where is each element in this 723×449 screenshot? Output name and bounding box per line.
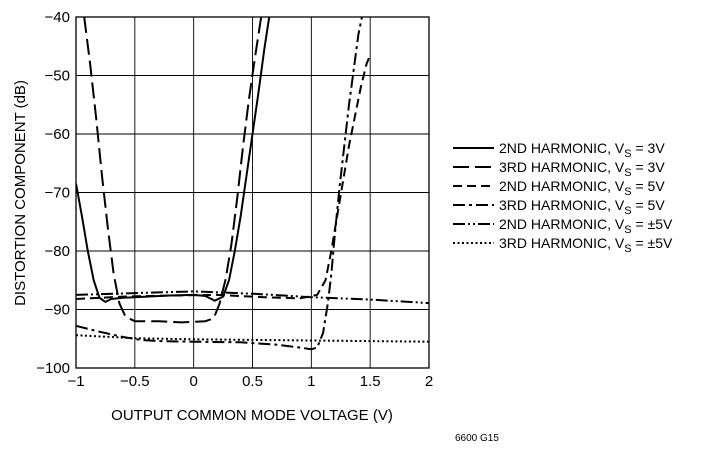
legend-entry: 3RD HARMONIC, VS = 3V xyxy=(453,159,665,179)
legend-label: 3RD HARMONIC, VS = ±5V xyxy=(499,235,673,255)
legend-label: 2ND HARMONIC, VS = 5V xyxy=(499,178,665,198)
y-tick-label: −50 xyxy=(45,68,70,85)
y-tick-label: −100 xyxy=(36,360,70,377)
x-axis-title: OUTPUT COMMON MODE VOLTAGE (V) xyxy=(111,407,393,424)
legend-entry: 2ND HARMONIC, VS = ±5V xyxy=(453,216,673,236)
legend-entry: 2ND HARMONIC, VS = 3V xyxy=(453,140,665,160)
series-line-5 xyxy=(76,290,429,305)
legend-entry: 2ND HARMONIC, VS = 5V xyxy=(453,178,665,198)
y-tick-label: −90 xyxy=(45,302,70,319)
plot-frame xyxy=(75,16,430,369)
series-line-1 xyxy=(76,17,271,303)
x-tick-label: 1.5 xyxy=(360,373,381,390)
x-tick-label: −1 xyxy=(67,373,84,390)
legend-entry: 3RD HARMONIC, VS = 5V xyxy=(453,197,665,217)
legend-label: 2ND HARMONIC, VS = 3V xyxy=(499,140,665,160)
x-tick-labels: −1 −0.5 0 0.5 1 1.5 2 xyxy=(67,373,433,390)
y-tick-label: −80 xyxy=(45,243,70,260)
series-line-6 xyxy=(76,334,429,343)
figure-id: 6600 G15 xyxy=(455,433,499,444)
series-line-3 xyxy=(76,54,372,300)
legend-label: 3RD HARMONIC, VS = 3V xyxy=(499,159,665,179)
x-tick-label: 1 xyxy=(307,373,315,390)
legend-label: 3RD HARMONIC, VS = 5V xyxy=(499,197,665,217)
x-tick-label: 2 xyxy=(425,373,433,390)
y-axis-title: DISTORTION COMPONENT (dB) xyxy=(12,80,29,306)
x-tick-label: 0 xyxy=(189,373,197,390)
legend-label: 2ND HARMONIC, VS = ±5V xyxy=(499,216,673,236)
x-tick-label: 0.5 xyxy=(242,373,263,390)
series-lines xyxy=(76,17,429,351)
y-tick-label: −70 xyxy=(45,185,70,202)
y-tick-label: −60 xyxy=(45,126,70,143)
legend-entry: 3RD HARMONIC, VS = ±5V xyxy=(453,235,673,255)
y-tick-labels: −100 −90 −80 −70 −60 −50 −40 xyxy=(36,9,70,377)
x-tick-label: −0.5 xyxy=(120,373,150,390)
series-line-4 xyxy=(76,17,363,351)
series-line-2 xyxy=(83,17,263,324)
y-tick-label: −40 xyxy=(45,9,70,26)
